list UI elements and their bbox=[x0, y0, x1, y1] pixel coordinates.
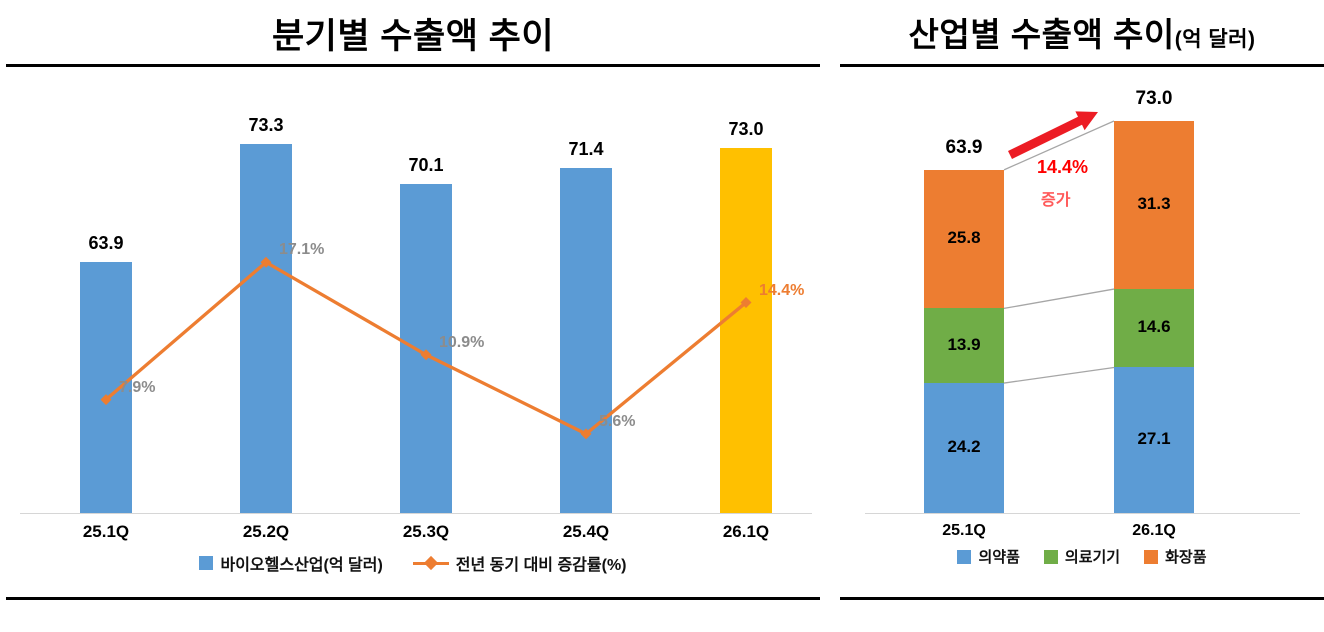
growth-rate-label: 17.1% bbox=[279, 241, 325, 259]
legend-item-pharmaceuticals: 의약품 bbox=[957, 546, 1020, 567]
line-marker-diamond bbox=[423, 555, 438, 571]
quarterly-title-rule bbox=[6, 64, 820, 67]
industry-bottom-rule bbox=[840, 597, 1324, 600]
legend-label-medical-devices: 의료기기 bbox=[1064, 549, 1121, 566]
legend-swatch-cosmetics bbox=[1144, 549, 1159, 564]
growth-annotation-text: 증가 bbox=[1041, 192, 1071, 209]
stack-segment-pharmaceuticals bbox=[924, 383, 1004, 513]
stack-segment-medical-devices bbox=[924, 308, 1004, 384]
industry-chart-legend: 의약품 의료기기 화장품 bbox=[840, 546, 1324, 567]
growth-rate-label: 7.9% bbox=[119, 378, 156, 396]
stack-segment-cosmetics bbox=[924, 169, 1004, 309]
legend-item-cosmetics: 화장품 bbox=[1144, 546, 1207, 567]
x-axis-line bbox=[865, 513, 1300, 514]
bar-value-label: 70.1 bbox=[408, 155, 444, 176]
x-axis-label: 25.2Q bbox=[242, 522, 290, 541]
legend-swatch-medical-devices bbox=[1043, 549, 1058, 564]
segment-connector-line bbox=[1003, 366, 1115, 384]
legend-label-pharmaceuticals: 의약품 bbox=[978, 549, 1020, 566]
quarterly-bottom-rule bbox=[6, 597, 820, 600]
quarterly-bar-line-chart: 63.9 73.3 70.1 71.4 73.0 25.1Q 25.2Q 25.3Q 25.4Q… bbox=[6, 0, 820, 632]
bar-value-label: 73.3 bbox=[248, 115, 284, 135]
industry-chart-title: 산업별 수출액 추이(억 달러) bbox=[840, 8, 1324, 56]
x-axis-label: 26.1Q bbox=[722, 522, 770, 541]
legend-label-cosmetics: 화장품 bbox=[1165, 549, 1207, 566]
industry-title-rule bbox=[840, 64, 1324, 67]
stack-total-label: 63.9 bbox=[945, 136, 983, 158]
segment-value-label: 14.6 bbox=[1137, 317, 1171, 337]
bar-value-label: 71.4 bbox=[568, 138, 604, 159]
quarterly-export-panel: 분기별 수출액 추이 63.9 73.3 70.1 71.4 73.0 25.1Q 25.2… bbox=[6, 0, 820, 632]
x-axis-label: 25.1Q bbox=[942, 522, 986, 539]
segment-value-label: 13.9 bbox=[947, 334, 981, 354]
segment-connector-line bbox=[1003, 288, 1115, 310]
x-axis-label: 25.3Q bbox=[402, 522, 450, 541]
legend-swatch-pharmaceuticals bbox=[957, 549, 972, 564]
growth-rate-label: 10.9% bbox=[439, 333, 485, 351]
segment-value-label: 25.8 bbox=[947, 228, 981, 248]
x-axis-line bbox=[20, 513, 812, 514]
bar-value-label: 63.9 bbox=[88, 233, 124, 254]
stack-segment-medical-devices bbox=[1114, 289, 1194, 368]
industry-chart-title-main: 산업별 수출액 추이 bbox=[908, 16, 1175, 53]
bar-series-label: 바이오헬스산업(억 달러) bbox=[220, 557, 383, 574]
industry-stacked-bar-chart: 24.2 13.9 25.8 63.9 25.1Q 27.1 14.6 31.3 73.0 26.… bbox=[840, 0, 1324, 632]
legend-item-line-series: 전년 동기 대비 증감률(%) bbox=[412, 551, 627, 575]
x-axis-label: 25.4Q bbox=[562, 522, 610, 541]
x-axis-label: 26.1Q bbox=[1132, 522, 1176, 539]
segment-value-label: 27.1 bbox=[1137, 429, 1171, 449]
line-series-label: 전년 동기 대비 증감률(%) bbox=[455, 557, 627, 574]
x-axis-label: 25.1Q bbox=[82, 522, 130, 541]
line-series-marker bbox=[412, 555, 449, 571]
legend-item-medical-devices: 의료기기 bbox=[1043, 546, 1121, 567]
legend-item-bar-series: 바이오헬스산업(억 달러) bbox=[199, 551, 383, 575]
bar-series-swatch bbox=[199, 556, 214, 570]
bar-value-label: 73.0 bbox=[728, 118, 764, 139]
industry-export-panel: 산업별 수출액 추이(억 달러) 24.2 13.9 25.8 63.9 25.1Q 27… bbox=[840, 0, 1324, 632]
stack-segment-cosmetics bbox=[1114, 120, 1194, 290]
quarterly-bar-25-4q bbox=[560, 167, 612, 513]
growth-rate-label: 14.4% bbox=[759, 281, 805, 299]
stack-connector-layer bbox=[1003, 111, 1115, 384]
quarterly-chart-title: 분기별 수출액 추이 bbox=[271, 17, 555, 56]
industry-chart-title-unit: (억 달러) bbox=[1174, 28, 1256, 51]
quarterly-bar-25-2q bbox=[240, 144, 292, 513]
quarterly-bar-26-1q bbox=[720, 147, 772, 513]
stack-segment-pharmaceuticals bbox=[1114, 367, 1194, 513]
quarterly-chart-legend: 바이오헬스산업(억 달러) 전년 동기 대비 증감률(%) bbox=[6, 551, 820, 575]
stack-total-label: 73.0 bbox=[1135, 87, 1173, 109]
growth-annotation-pct: 14.4% bbox=[1037, 157, 1089, 177]
segment-value-label: 31.3 bbox=[1137, 194, 1171, 214]
growth-rate-label: 5.6% bbox=[599, 412, 636, 430]
growth-arrow-icon bbox=[1008, 111, 1098, 159]
segment-value-label: 24.2 bbox=[947, 437, 981, 457]
